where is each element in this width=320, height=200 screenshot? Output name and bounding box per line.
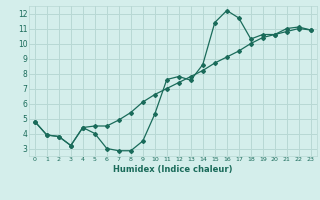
X-axis label: Humidex (Indice chaleur): Humidex (Indice chaleur) bbox=[113, 165, 233, 174]
